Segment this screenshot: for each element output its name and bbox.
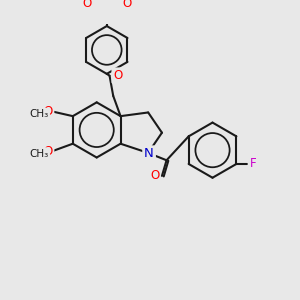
Text: CH₃: CH₃ [29,149,48,159]
Text: O: O [113,69,122,82]
Text: O: O [122,0,132,10]
Text: O: O [43,105,52,118]
Text: O: O [82,0,91,10]
Text: O: O [43,145,52,158]
Text: O: O [150,169,159,182]
Text: N: N [144,147,154,160]
Text: F: F [250,158,256,170]
Text: CH₃: CH₃ [29,109,48,119]
